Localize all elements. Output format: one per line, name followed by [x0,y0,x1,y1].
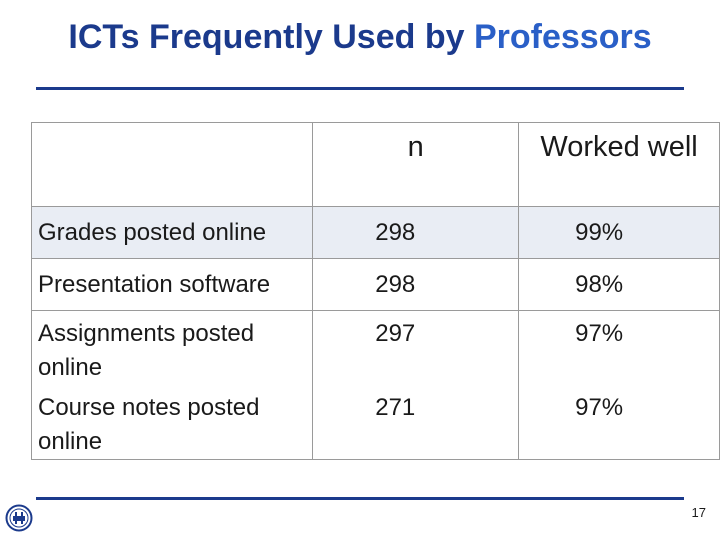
row-worked-well: 97% [518,385,720,460]
slide-title: ICTs Frequently Used by Professors [0,18,720,57]
page-number: 17 [691,505,706,520]
table-row: Grades posted online 298 99% [30,206,720,259]
row-worked-well: 98% [518,258,720,311]
header-n: n [312,122,520,207]
table-row: Course notes posted online 271 97% [30,385,720,460]
table-row: Presentation software 298 98% [30,258,720,311]
ict-usage-table: n Worked well Grades posted online 298 9… [30,122,720,460]
title-accent: Professors [473,18,652,56]
row-worked-well: 97% [518,310,720,385]
row-item: Presentation software [30,258,314,311]
header-worked-well: Worked well [518,122,720,207]
table-header-row: n Worked well [30,122,720,207]
header-blank-cell [30,122,314,207]
row-item: Assignments posted online [30,310,314,385]
title-main: ICTs Frequently Used by [68,18,465,56]
table-row: Assignments posted online 297 97% [30,310,720,385]
row-n: 271 [312,385,520,460]
row-n: 297 [312,310,520,385]
bottom-divider [36,497,684,500]
logo-icon [5,504,33,532]
row-item: Course notes posted online [30,385,314,460]
top-divider [36,87,684,90]
row-n: 298 [312,258,520,311]
row-n: 298 [312,206,520,259]
row-worked-well: 99% [518,206,720,259]
row-item: Grades posted online [30,206,314,259]
